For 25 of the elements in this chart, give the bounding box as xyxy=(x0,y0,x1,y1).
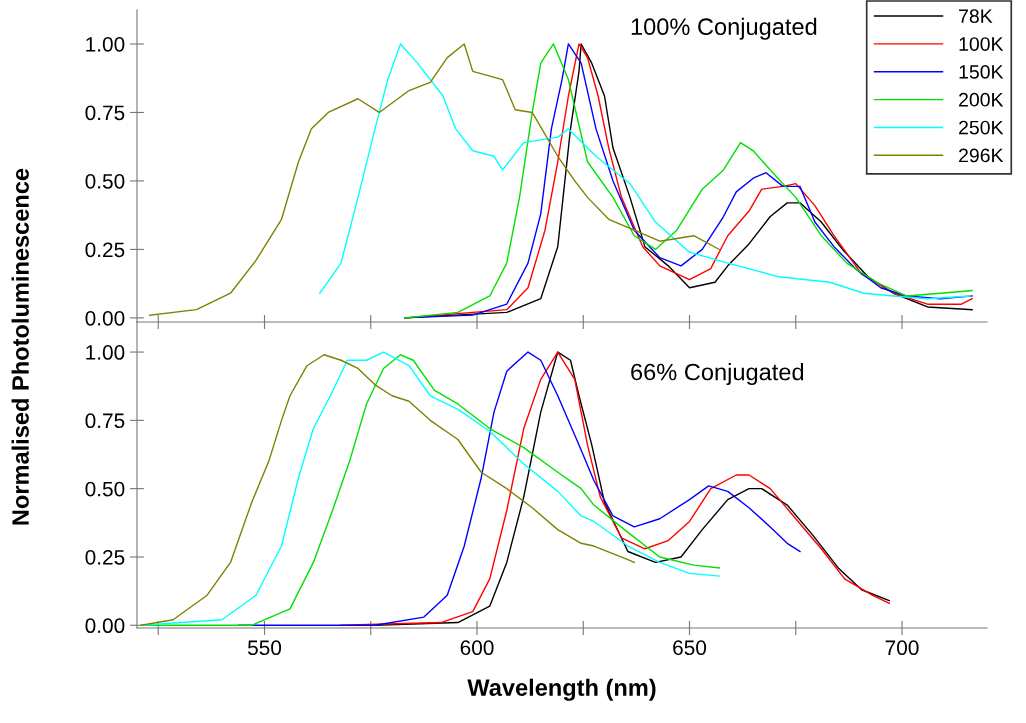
x-tick-label: 700 xyxy=(885,640,919,656)
x-tick-label: 550 xyxy=(247,640,282,656)
x-tick-label: 650 xyxy=(673,640,707,656)
line-series xyxy=(149,43,720,316)
y-tick-label: 0.25 xyxy=(85,242,125,258)
y-tick-label: 0.25 xyxy=(85,549,125,565)
legend-label: 296K xyxy=(959,148,1004,163)
y-tick-label: 1.00 xyxy=(86,345,125,360)
y-axis-title: Normalised Photoluminescence xyxy=(11,168,29,525)
x-axis-title: Wavelength (nm) xyxy=(467,678,656,701)
y-tick-label: 1.00 xyxy=(86,36,125,52)
legend-label: 200K xyxy=(959,92,1004,107)
legend-label: 150K xyxy=(959,64,1004,79)
legend-label: 78K xyxy=(959,9,993,24)
y-tick-label: 0.00 xyxy=(85,618,125,634)
y-tick-label: 0.75 xyxy=(85,105,125,121)
y-tick-label: 0.50 xyxy=(85,481,125,497)
annotation: 100% Conjugated xyxy=(631,17,817,40)
y-tick-label: 0.00 xyxy=(85,310,125,326)
x-tick-label: 600 xyxy=(460,640,494,656)
legend-label: 100K xyxy=(959,37,1004,51)
y-tick-label: 0.50 xyxy=(85,173,125,189)
y-tick-label: 0.75 xyxy=(85,413,125,429)
annotation: 66% Conjugated xyxy=(631,363,804,386)
legend-label: 250K xyxy=(959,120,1004,135)
